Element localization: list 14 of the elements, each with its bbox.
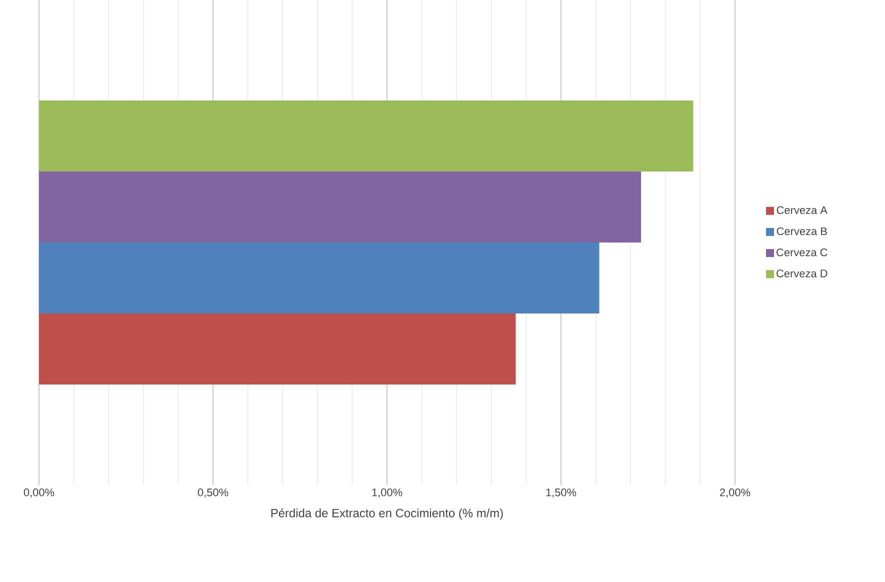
legend-label: Cerveza C [776,248,828,256]
legend-label: Cerveza A [776,206,828,214]
x-tick-label: 2,00% [720,488,750,498]
legend-label: Cerveza B [776,227,827,236]
x-axis-title: Pérdida de Extracto en Cocimiento (% m/m) [271,508,503,520]
x-tick-label: 0,50% [198,488,228,498]
x-tick-label: 0,00% [24,488,54,498]
bar [39,242,600,314]
bar [39,313,516,384]
bar [39,100,694,172]
x-tick-label: 1,50% [546,488,576,498]
bar [39,171,642,242]
x-tick-label: 1,00% [372,488,402,498]
legend-label: Cerveza D [776,270,828,278]
